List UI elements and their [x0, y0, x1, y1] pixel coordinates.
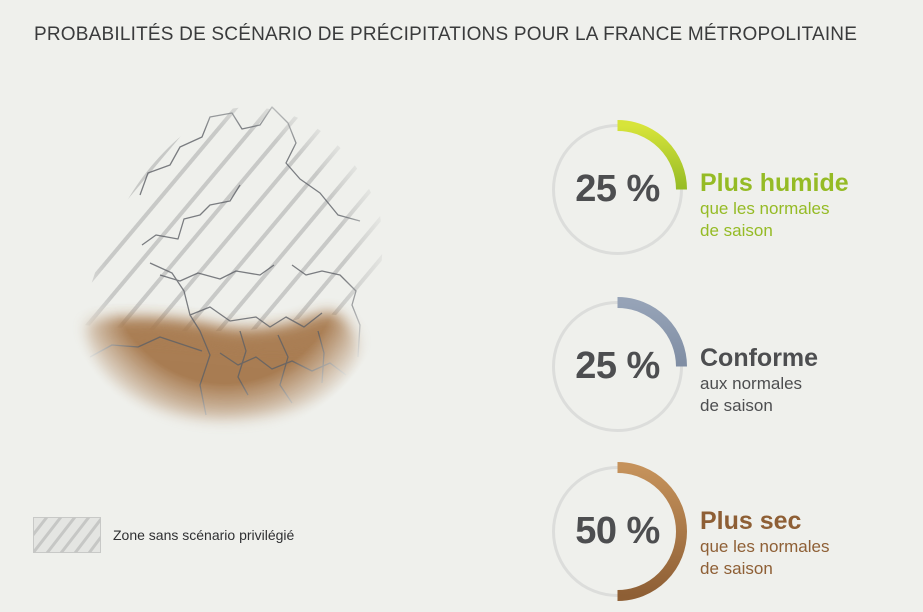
gauge-ring	[552, 120, 687, 255]
gauge-arc	[617, 297, 687, 367]
border-inner-3	[317, 330, 325, 384]
scenario-subtext-1: que les normales	[700, 537, 830, 556]
scenario-subtext-1: que les normales	[700, 199, 830, 218]
gauge-value: 50 %	[575, 510, 660, 552]
border-inner-2	[277, 334, 293, 404]
department-borders	[89, 106, 361, 416]
gauge-ring	[552, 297, 687, 432]
gauge-value: 25 %	[575, 168, 660, 210]
hatch-swatch	[33, 517, 101, 553]
border-inner-4	[159, 264, 275, 282]
hatched-zone	[80, 107, 383, 332]
border-south	[219, 352, 347, 376]
gauge-normal: 25 %	[545, 294, 690, 439]
scenario-heading: Plus humide	[700, 169, 849, 197]
gauge-arc	[617, 120, 687, 190]
scenario-subtext-2: de saison	[700, 559, 773, 578]
border-inner-1	[237, 330, 249, 396]
scenario-heading: Conforme	[700, 344, 819, 372]
border-north	[139, 106, 361, 222]
chart-title: PROBABILITÉS DE SCÉNARIO DE PRÉCIPITATIO…	[34, 24, 858, 45]
border-center	[149, 262, 211, 416]
scenario-subtext-1: aux normales	[700, 374, 803, 393]
gauge-wetter: 25 %	[545, 117, 690, 262]
scenario-label-normal: Conforme aux normales de saison	[700, 343, 818, 417]
gauge-drier: 50 %	[545, 459, 690, 604]
france-map	[80, 106, 383, 421]
legend-label: Zone sans scénario privilégié	[113, 527, 295, 543]
scenario-label-wetter: Plus humide que les normales de saison	[700, 168, 849, 242]
scenario-subtext-2: de saison	[700, 221, 773, 240]
border-east	[291, 264, 361, 358]
scenario-heading: Plus sec	[700, 507, 802, 535]
border-mid	[189, 306, 323, 328]
legend: Zone sans scénario privilégié	[33, 517, 294, 553]
border-west	[141, 184, 241, 246]
scenario-subtext-2: de saison	[700, 396, 773, 415]
scenario-label-drier: Plus sec que les normales de saison	[700, 506, 829, 580]
gauge-ring	[552, 462, 687, 601]
border-southwest	[89, 336, 203, 358]
gauge-value: 25 %	[575, 345, 660, 387]
gauge-arc	[617, 462, 687, 601]
